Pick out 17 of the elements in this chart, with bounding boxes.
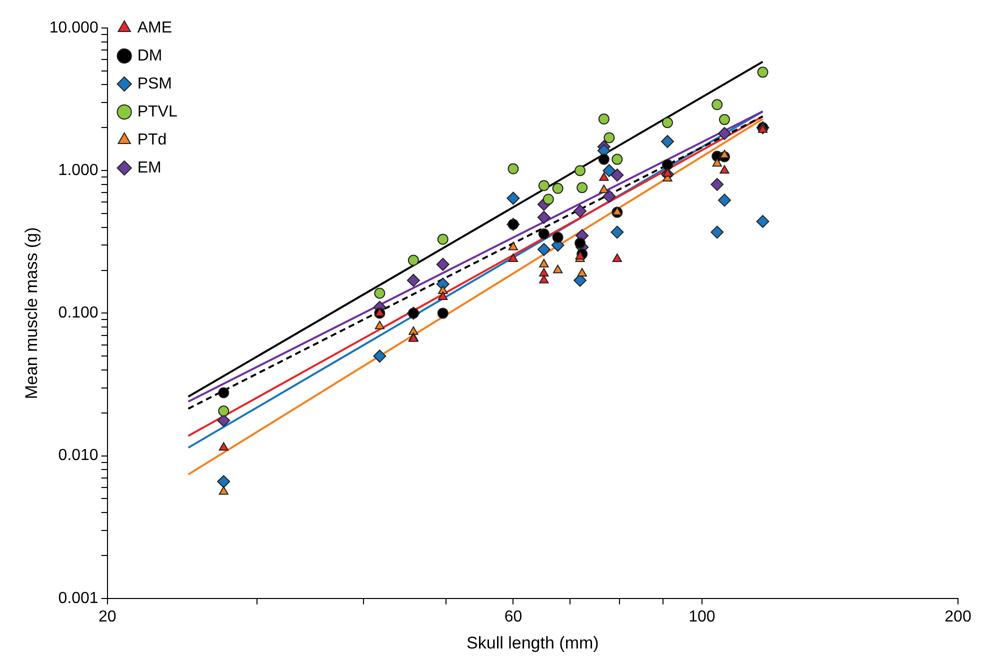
x-tick-label: 100: [688, 608, 716, 626]
x-tick-label: 200: [944, 608, 972, 626]
x-tick-label: 20: [98, 608, 116, 626]
y-tick-label: 0.010: [58, 447, 98, 464]
y-tick-label: 1.000: [58, 162, 98, 180]
legend-label: PTd: [137, 131, 167, 148]
legend-label: PSM: [137, 75, 172, 92]
x-axis-title: Skull length (mm): [466, 633, 599, 652]
legend-label: AME: [137, 19, 172, 36]
x-tick-label: 60: [504, 608, 522, 626]
y-axis-title: Mean muscle mass (g): [22, 227, 41, 400]
legend-label: DM: [137, 47, 162, 64]
legend-label: EM: [137, 159, 162, 176]
y-tick-label: 0.001: [58, 590, 98, 607]
y-tick-label: 10.000: [49, 19, 98, 36]
legend-label: PTVL: [137, 103, 178, 120]
y-tick-label: 0.100: [58, 304, 98, 322]
